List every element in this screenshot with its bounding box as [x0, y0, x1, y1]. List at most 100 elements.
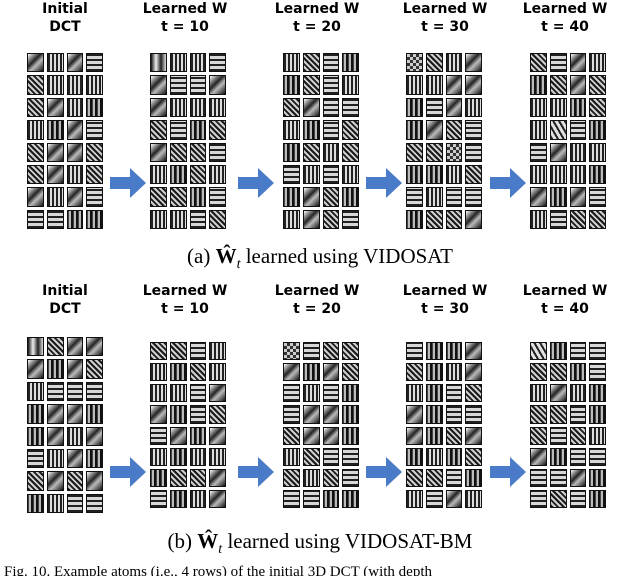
- atom-tile: [406, 142, 423, 162]
- atom-tile: [169, 120, 187, 140]
- atom-grid-t40: [530, 342, 606, 508]
- atom-tile: [66, 75, 84, 95]
- atom-tile: [283, 426, 300, 445]
- atom-tile: [283, 97, 300, 118]
- atom-tile: [27, 164, 44, 185]
- atom-tile: [302, 447, 320, 466]
- atom-tile: [425, 53, 443, 73]
- atom-tile: [530, 426, 547, 445]
- atom-tile: [189, 447, 207, 466]
- atom-tile: [209, 384, 226, 403]
- atom-tile: [589, 97, 606, 118]
- caption-symbol: Ŵ: [215, 244, 237, 268]
- panel-a: Initial DCT Learned W t = 10 Learned W t…: [0, 0, 640, 280]
- atom-tile: [66, 493, 84, 513]
- atom-tile: [283, 209, 300, 229]
- header-t30: Learned W t = 30: [400, 282, 490, 318]
- atom-grid-t30: [406, 53, 482, 229]
- atom-tile: [445, 384, 463, 403]
- atom-tile: [465, 142, 482, 162]
- atom-tile: [283, 75, 300, 95]
- header-line1: Learned W: [142, 283, 228, 299]
- atom-tile: [589, 468, 606, 487]
- atom-tile: [569, 468, 587, 487]
- atom-tile: [283, 187, 300, 207]
- arrow-icon: [490, 168, 526, 198]
- atom-tile: [169, 342, 187, 361]
- atom-tile: [406, 120, 423, 140]
- atom-tile: [283, 384, 300, 403]
- atom-tile: [445, 164, 463, 185]
- atom-tile: [169, 75, 187, 95]
- atom-tile: [589, 187, 606, 207]
- atom-tile: [445, 405, 463, 424]
- atom-tile: [150, 187, 167, 207]
- atom-tile: [465, 75, 482, 95]
- atom-tile: [406, 447, 423, 466]
- atom-tile: [66, 448, 84, 469]
- atom-tile: [530, 142, 547, 162]
- atom-tile: [66, 426, 84, 446]
- header-line1: Initial: [42, 283, 88, 299]
- atom-tile: [283, 53, 300, 73]
- atom-tile: [189, 363, 207, 382]
- atom-tile: [86, 97, 103, 118]
- atom-tile: [406, 363, 423, 382]
- atom-grid-t20: [283, 53, 359, 229]
- atom-tile: [342, 187, 359, 207]
- atom-tile: [465, 405, 482, 424]
- atom-tile: [66, 164, 84, 185]
- caption-a: (a) Ŵt learned using VIDOSAT: [0, 244, 640, 273]
- atom-tile: [589, 489, 606, 508]
- atom-tile: [27, 209, 44, 229]
- atom-tile: [46, 426, 64, 446]
- atom-tile: [169, 489, 187, 508]
- atom-tile: [189, 120, 207, 140]
- atom-tile: [342, 164, 359, 185]
- atom-tile: [86, 53, 103, 73]
- atom-tile: [569, 405, 587, 424]
- atom-tile: [445, 97, 463, 118]
- atom-tile: [589, 53, 606, 73]
- header-line1: Initial: [42, 1, 88, 17]
- atom-tile: [589, 363, 606, 382]
- header-line2: t = 20: [293, 301, 341, 317]
- atom-tile: [589, 209, 606, 229]
- atom-tile: [425, 363, 443, 382]
- atom-tile: [169, 468, 187, 487]
- atom-tile: [425, 142, 443, 162]
- atom-grid-t30: [406, 342, 482, 508]
- atom-tile: [86, 142, 103, 162]
- atom-tile: [530, 384, 547, 403]
- atom-tile: [150, 97, 167, 118]
- atom-tile: [86, 120, 103, 140]
- atom-tile: [425, 97, 443, 118]
- atom-tile: [406, 426, 423, 445]
- atom-tile: [169, 426, 187, 445]
- atom-tile: [46, 120, 64, 140]
- atom-tile: [27, 359, 44, 379]
- atom-tile: [445, 142, 463, 162]
- atom-tile: [209, 164, 226, 185]
- atom-tile: [150, 120, 167, 140]
- atom-tile: [549, 384, 567, 403]
- atom-tile: [589, 384, 606, 403]
- atom-tile: [46, 471, 64, 491]
- atom-tile: [302, 53, 320, 73]
- atom-tile: [27, 187, 44, 207]
- atom-tile: [322, 426, 340, 445]
- atom-tile: [465, 120, 482, 140]
- arrow-icon: [366, 168, 402, 198]
- atom-tile: [465, 187, 482, 207]
- atom-tile: [302, 97, 320, 118]
- atom-tile: [406, 405, 423, 424]
- atom-tile: [302, 426, 320, 445]
- atom-tile: [322, 142, 340, 162]
- atom-tile: [46, 337, 64, 357]
- caption-b: (b) Ŵt learned using VIDOSAT-BM: [0, 529, 640, 558]
- atom-tile: [569, 384, 587, 403]
- atom-tile: [302, 187, 320, 207]
- atom-tile: [530, 75, 547, 95]
- atom-tile: [530, 342, 547, 361]
- header-line1: Learned W: [522, 1, 608, 17]
